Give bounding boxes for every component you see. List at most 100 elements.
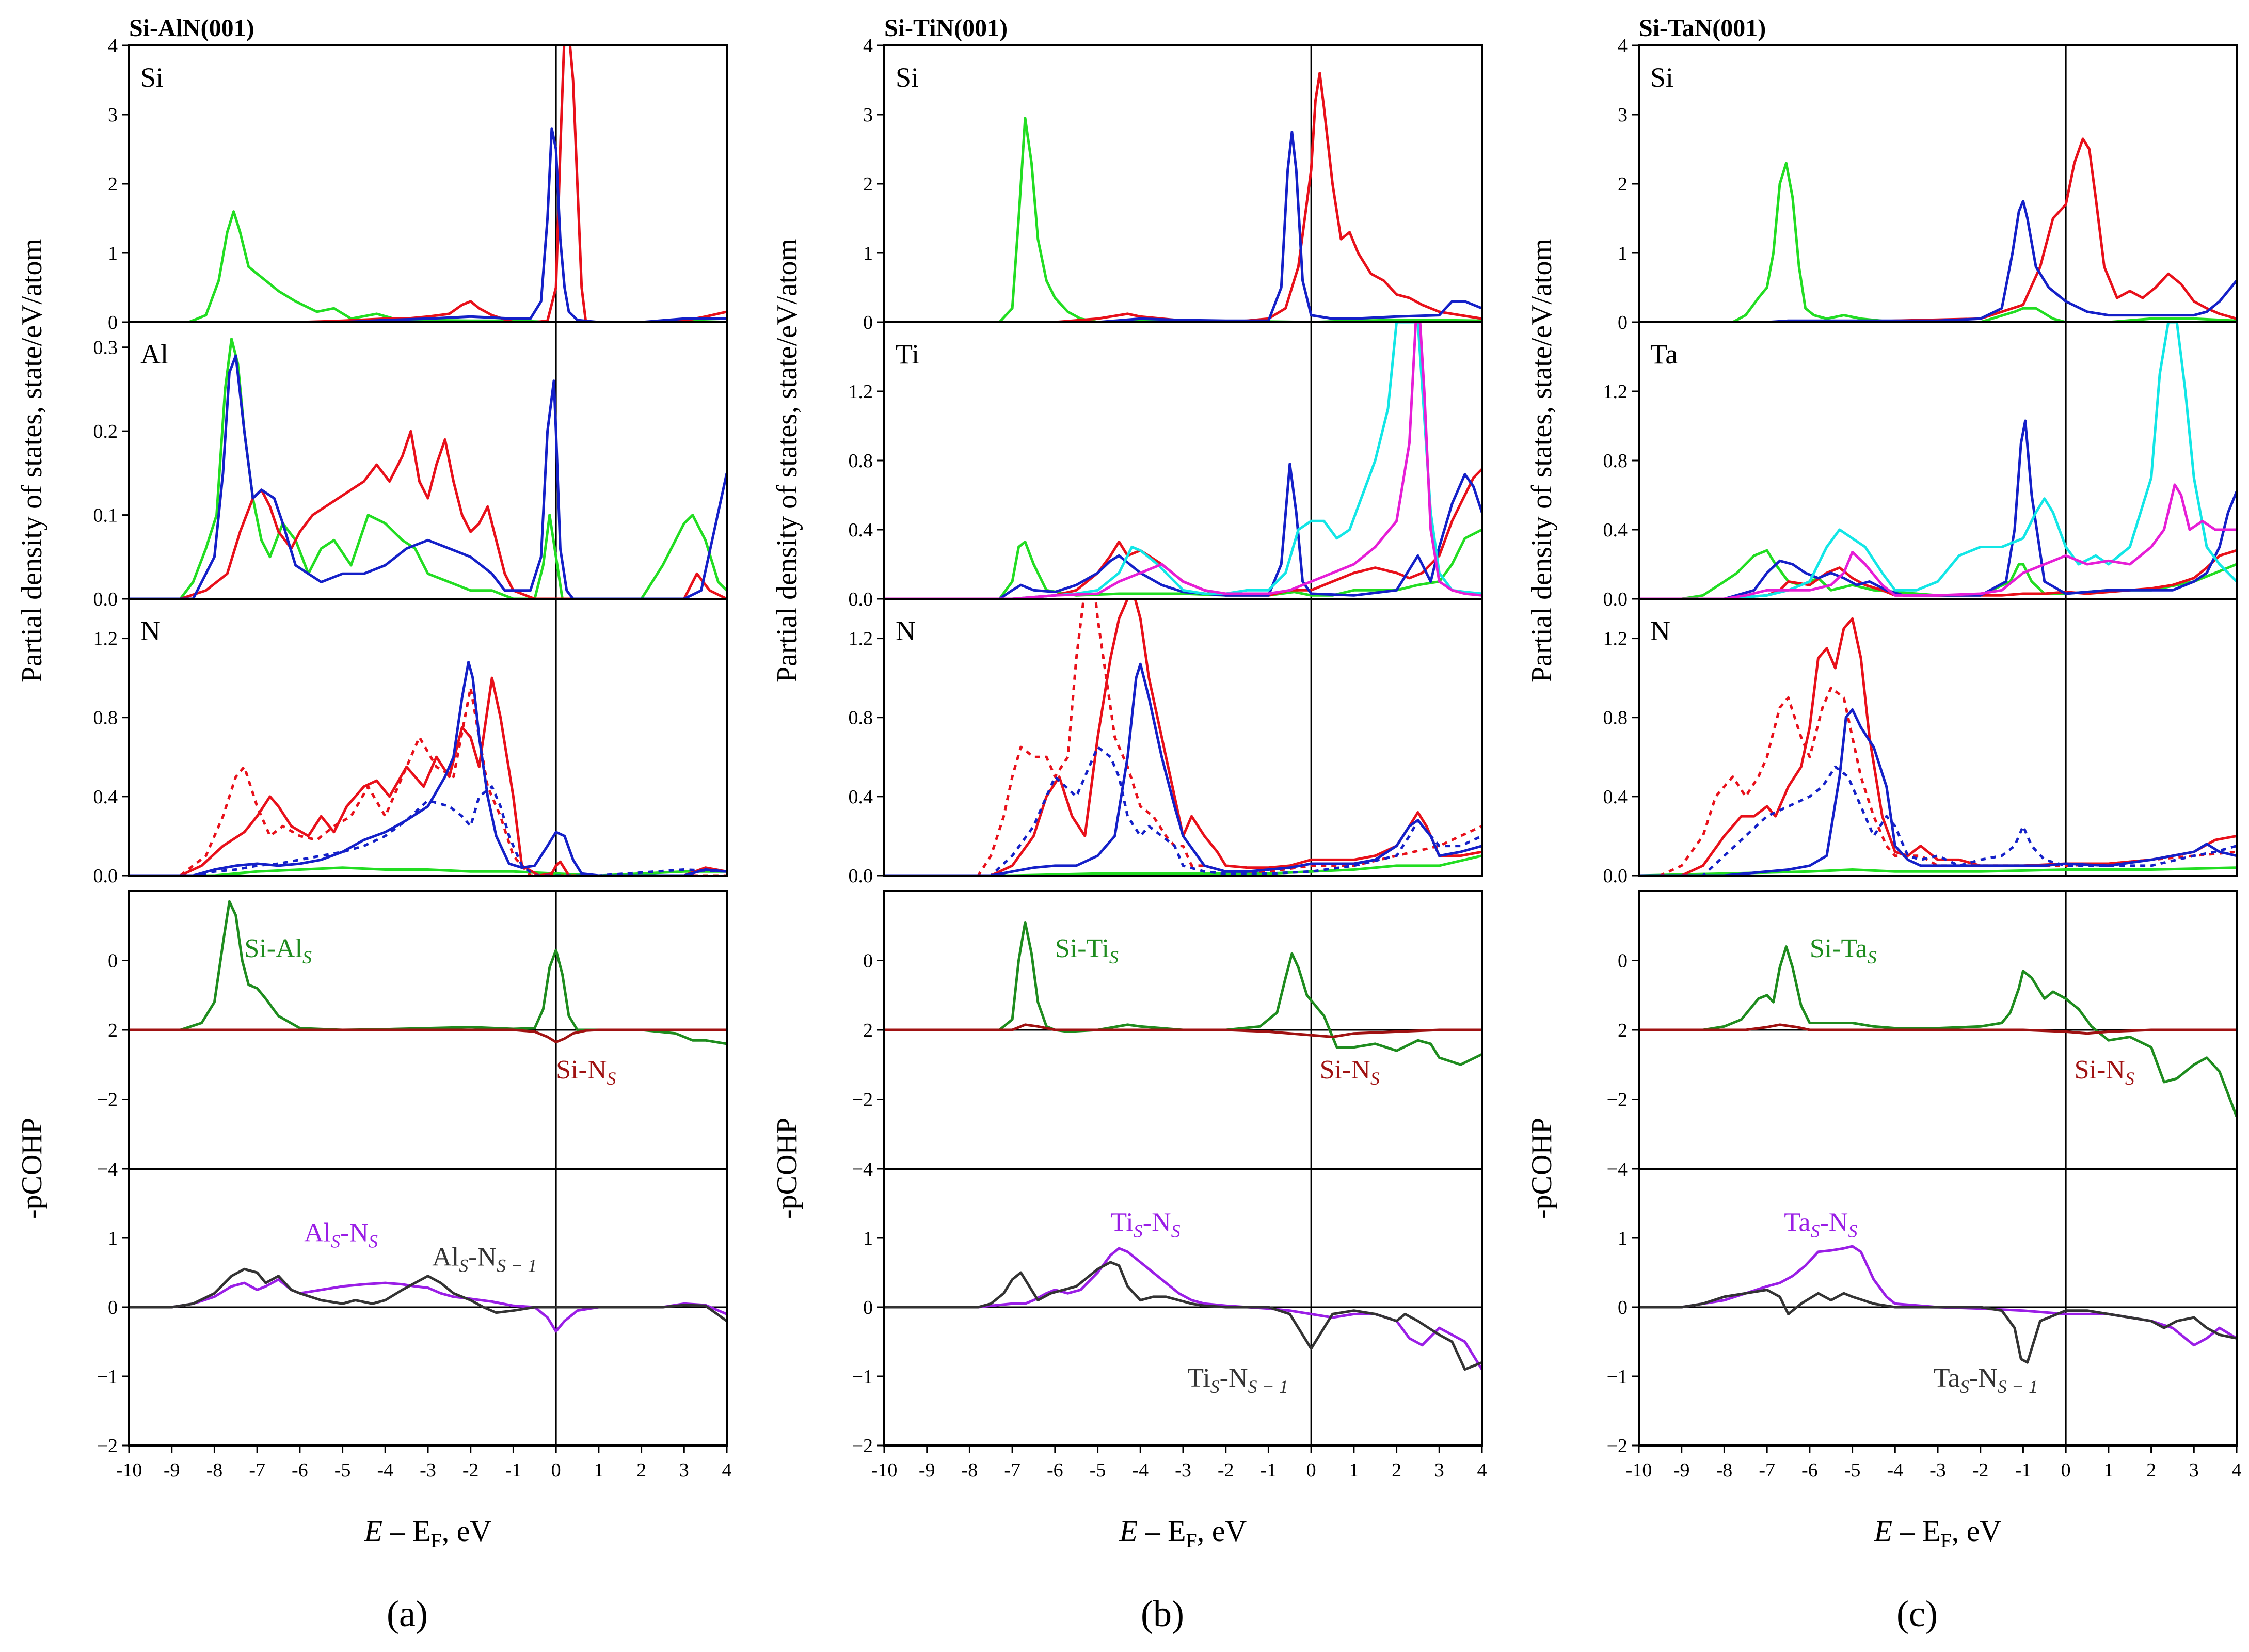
x-tick-label: -5 xyxy=(1090,1459,1106,1481)
y-tick-label: −4 xyxy=(97,1158,118,1180)
cohp-y-axis-label: -pCOHP xyxy=(771,1118,803,1219)
x-axis-label: E – EF, eV xyxy=(1874,1514,2002,1552)
y-tick-label: 4 xyxy=(863,35,873,57)
element-label: Al xyxy=(140,339,168,370)
bond-label-metal-n: AlS-NS xyxy=(304,1218,378,1252)
x-tick-label: -8 xyxy=(1716,1459,1733,1481)
y-tick-label: −2 xyxy=(1607,1089,1628,1111)
bond-label-metal-n: TiS-NS xyxy=(1110,1208,1180,1242)
y-tick-label: 0 xyxy=(1618,1297,1628,1319)
series-blue-line xyxy=(884,131,1482,322)
subplot-5: 1 0 −1 −2 xyxy=(1607,1168,2238,1457)
xlabel-unit: , eV xyxy=(1197,1514,1247,1548)
x-tick-label: 3 xyxy=(1434,1459,1444,1481)
xlabel-unit: , eV xyxy=(442,1514,492,1548)
curves xyxy=(129,338,727,599)
series-blue-dashed-line xyxy=(129,785,727,876)
curves xyxy=(1639,137,2237,322)
y-tick-label: 0 xyxy=(108,1297,118,1319)
series-red-line xyxy=(1639,617,2237,876)
series-gray-line xyxy=(129,1267,727,1322)
y-tick-label: 0.4 xyxy=(849,519,873,541)
bond-subscript: S − 1 xyxy=(1998,1376,2038,1397)
y-tick-label: 0 xyxy=(1618,312,1628,333)
series-dkred-line xyxy=(884,1023,1482,1038)
element-label: N xyxy=(1650,615,1670,646)
bond-name: Ta xyxy=(1934,1363,1960,1393)
x-tick-label: 1 xyxy=(1349,1459,1359,1481)
x-tick-label: -3 xyxy=(420,1459,436,1481)
series-blue-line xyxy=(884,662,1482,876)
pdos-y-axis-label: Partial density of states, state/eV/atom xyxy=(1526,239,1558,682)
element-label: Ti xyxy=(896,339,919,370)
subplot-1: 0 1 2 3 4 Si xyxy=(863,35,1483,333)
y-tick-label: −4 xyxy=(1607,1158,1628,1180)
series-green-line xyxy=(129,866,727,876)
x-tick-label: -6 xyxy=(1047,1459,1063,1481)
subplot-frame xyxy=(128,598,728,877)
x-tick-label: -8 xyxy=(962,1459,978,1481)
bond-subscript: S xyxy=(1810,1221,1820,1242)
y-tick-label: −1 xyxy=(97,1366,118,1388)
xlabel-E: E xyxy=(1119,1514,1138,1548)
subplot-frame xyxy=(883,44,1483,323)
series-blue-dashed-line xyxy=(1639,765,2237,876)
bond-name: Si-N xyxy=(556,1055,607,1085)
series-gray-line xyxy=(1639,1289,2237,1364)
subplot-4: 0 2 −2 −4 xyxy=(97,890,728,1180)
pdos-y-axis-label: Partial density of states, state/eV/atom xyxy=(771,239,803,682)
xlabel-mid: – E xyxy=(382,1514,430,1548)
x-tick-label: 4 xyxy=(1477,1459,1487,1481)
y-tick-label: 0 xyxy=(108,312,118,333)
y-tick-label: 1 xyxy=(863,1228,873,1249)
y-tick-label: 0 xyxy=(863,1297,873,1319)
x-tick-label: -2 xyxy=(1972,1459,1989,1481)
y-tick-label: 1 xyxy=(1618,1228,1628,1249)
x-tick-label: 3 xyxy=(2189,1459,2199,1481)
x-tick-label: 4 xyxy=(722,1459,732,1481)
panel-label: (a) xyxy=(387,1593,428,1634)
x-tick-label: 2 xyxy=(1392,1459,1401,1481)
curves xyxy=(884,1247,1482,1371)
x-tick-label: -1 xyxy=(1261,1459,1277,1481)
xlabel-sub-F: F xyxy=(431,1530,442,1552)
series-gray-line xyxy=(884,1261,1482,1371)
element-label: Si xyxy=(1650,62,1673,93)
y-tick-label: −4 xyxy=(852,1158,873,1180)
bond-subscript: S xyxy=(1960,1376,1969,1397)
x-tick-label: -4 xyxy=(1887,1459,1903,1481)
series-magenta-line xyxy=(1639,483,2237,599)
series-dkgreen-line xyxy=(129,900,727,1045)
curves xyxy=(129,661,727,876)
x-tick-label: -3 xyxy=(1175,1459,1191,1481)
x-tick-label: -1 xyxy=(2015,1459,2032,1481)
series-magenta-line xyxy=(884,322,1482,599)
bond-label-si-n: Si-NS xyxy=(2075,1055,2134,1089)
series-green-line xyxy=(1639,162,2237,322)
series-blue-line xyxy=(884,463,1482,599)
y-tick-label: 0 xyxy=(863,950,873,972)
series-blue-line xyxy=(1639,708,2237,876)
x-tick-label: -10 xyxy=(1626,1459,1652,1481)
x-tick-label: -6 xyxy=(292,1459,308,1481)
bond-subscript: S xyxy=(1848,1221,1857,1242)
x-axis-label: E – EF, eV xyxy=(1119,1514,1247,1552)
series-red-line xyxy=(1639,549,2237,599)
xlabel-unit: , eV xyxy=(1952,1514,2002,1548)
y-tick-label: 0.8 xyxy=(1603,450,1628,472)
curves xyxy=(1639,322,2237,599)
curves xyxy=(129,45,727,322)
subplot-1: 0 1 2 3 4 Si xyxy=(108,35,728,333)
series-blue-dashed-line xyxy=(884,745,1482,876)
y-tick-label: 3 xyxy=(863,104,873,126)
y-tick-label: −1 xyxy=(852,1366,873,1388)
series-red-line xyxy=(129,676,727,876)
bond-label-si-metal: Si-AlS xyxy=(244,934,312,967)
curves xyxy=(884,72,1482,322)
y-tick-label: 0.2 xyxy=(93,421,118,442)
cohp-y-axis-label: -pCOHP xyxy=(1526,1118,1558,1219)
bond-subscript: S xyxy=(607,1068,616,1089)
bond-name: Al xyxy=(304,1218,331,1248)
